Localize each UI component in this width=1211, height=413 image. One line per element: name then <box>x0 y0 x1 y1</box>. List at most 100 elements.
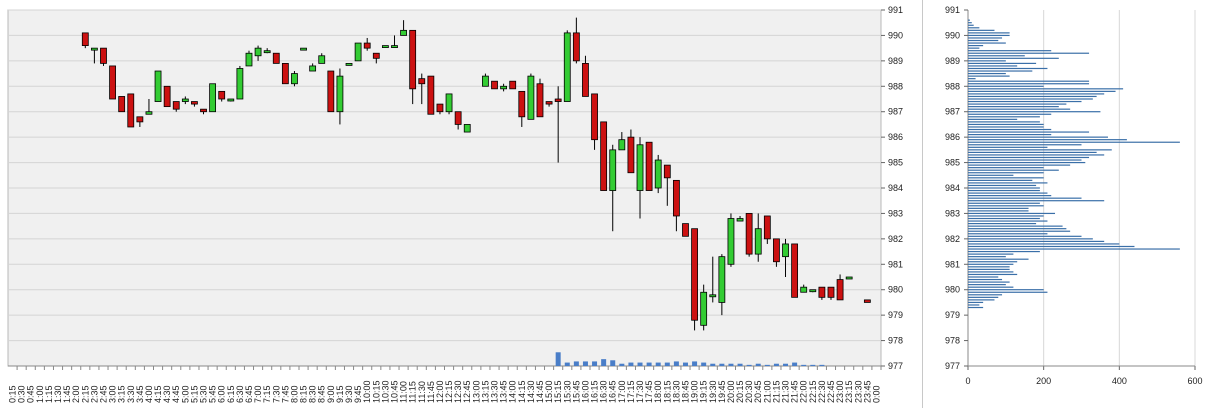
profile-y-tick-label: 986 <box>945 132 960 142</box>
profile-bar <box>968 39 999 42</box>
profile-y-tick-label: 990 <box>945 30 960 40</box>
x-tick-label: 11:15 <box>408 381 418 403</box>
x-tick-label: 5:00 <box>180 385 190 403</box>
profile-bar <box>968 128 1052 131</box>
candle-up <box>636 144 644 191</box>
candle-up <box>245 52 253 67</box>
y-tick-label: 977 <box>888 361 903 371</box>
x-tick-label: 2:45 <box>98 385 108 403</box>
volume-bar <box>755 363 761 366</box>
profile-y-tick-label: 987 <box>945 107 960 117</box>
profile-bar <box>968 202 1040 204</box>
profile-bar <box>968 210 1029 212</box>
candle-up <box>809 289 817 293</box>
x-tick-label: 13:15 <box>480 380 490 403</box>
candle-down <box>682 223 689 237</box>
volume-bar <box>637 362 643 366</box>
profile-bar <box>968 52 1090 54</box>
candle-down <box>827 286 835 298</box>
candle-up <box>227 98 235 102</box>
profile-bar <box>968 136 1108 138</box>
candle-down <box>81 32 89 47</box>
profile-bar <box>968 60 1006 62</box>
x-tick-label: 19:30 <box>708 380 718 403</box>
volume-bar <box>692 361 698 366</box>
profile-bar <box>968 250 1040 253</box>
x-tick-label: 12:45 <box>462 380 472 403</box>
profile-bar <box>968 200 1105 202</box>
x-tick-label: 11:00 <box>399 381 409 403</box>
candle-up <box>618 139 626 151</box>
x-tick-label: 23:30 <box>853 380 863 403</box>
profile-bar <box>968 42 1006 44</box>
x-tick-label: 10:00 <box>362 380 372 403</box>
profile-bar <box>968 116 1040 118</box>
profile-bar <box>968 65 1018 67</box>
profile-bar <box>968 34 1010 37</box>
candle-down <box>645 141 653 191</box>
profile-bar <box>968 179 1033 181</box>
profile-bar <box>968 174 1014 176</box>
profile-bar <box>968 47 980 49</box>
profile-bar <box>968 29 995 31</box>
profile-bar <box>968 93 1105 95</box>
profile-bar <box>968 113 1052 115</box>
profile-y-tick-label: 980 <box>945 285 960 295</box>
volume-bar <box>592 361 598 366</box>
x-tick-label: 0:00 <box>871 385 881 403</box>
profile-bar <box>968 57 1059 59</box>
profile-bar <box>968 187 1040 189</box>
candle-down <box>327 70 335 113</box>
x-tick-label: 2:15 <box>80 385 90 403</box>
x-tick-label: 15:45 <box>571 380 581 403</box>
profile-bar <box>968 27 980 29</box>
candle-down <box>791 243 799 298</box>
candle-down <box>518 90 526 118</box>
x-tick-label: 4:30 <box>162 385 172 403</box>
profile-bar <box>968 197 1082 199</box>
x-tick-label: 23:00 <box>835 380 845 403</box>
profile-bar <box>968 103 1067 105</box>
candle-up <box>845 276 853 280</box>
profile-bar <box>968 238 1093 240</box>
profile-bar <box>968 164 1071 166</box>
x-tick-label: 18:45 <box>680 380 690 403</box>
candle-up <box>482 75 489 87</box>
profile-bar <box>968 273 1018 276</box>
profile-bar <box>968 235 1082 237</box>
volume-bar <box>710 363 716 366</box>
profile-bar <box>968 134 1052 136</box>
profile-bar <box>968 233 1048 235</box>
profile-bar <box>968 70 1033 72</box>
candle-up <box>254 47 262 57</box>
x-tick-label: 22:00 <box>799 380 809 403</box>
x-tick-label: 14:30 <box>526 380 536 403</box>
x-tick-label: 0:45 <box>26 385 36 403</box>
x-tick-label: 8:00 <box>289 385 299 403</box>
profile-bar <box>968 131 1090 133</box>
candle-up <box>345 63 353 66</box>
profile-bar <box>968 263 1014 265</box>
profile-bar <box>968 111 1101 113</box>
y-tick-label: 983 <box>888 208 903 218</box>
x-tick-label: 0:30 <box>17 385 27 403</box>
profile-bar <box>968 291 1048 293</box>
volume-bar <box>564 362 570 366</box>
candle-up <box>154 70 162 102</box>
panel-divider <box>922 0 923 408</box>
x-tick-label: 5:45 <box>208 385 218 403</box>
volume-bar <box>573 361 579 366</box>
profile-bar <box>968 45 984 47</box>
x-tick-label: 1:30 <box>53 385 63 403</box>
profile-bar <box>968 207 1029 209</box>
profile-bar <box>968 139 1127 141</box>
profile-bar <box>968 126 1044 128</box>
profile-bar <box>968 156 1090 159</box>
candle-up <box>354 42 362 62</box>
candle-down <box>863 299 871 303</box>
x-tick-label: 0:15 <box>8 385 18 403</box>
volume-bar <box>610 360 616 366</box>
profile-y-tick-label: 984 <box>945 183 960 193</box>
candle-up <box>209 83 217 113</box>
candle-down <box>100 47 107 64</box>
